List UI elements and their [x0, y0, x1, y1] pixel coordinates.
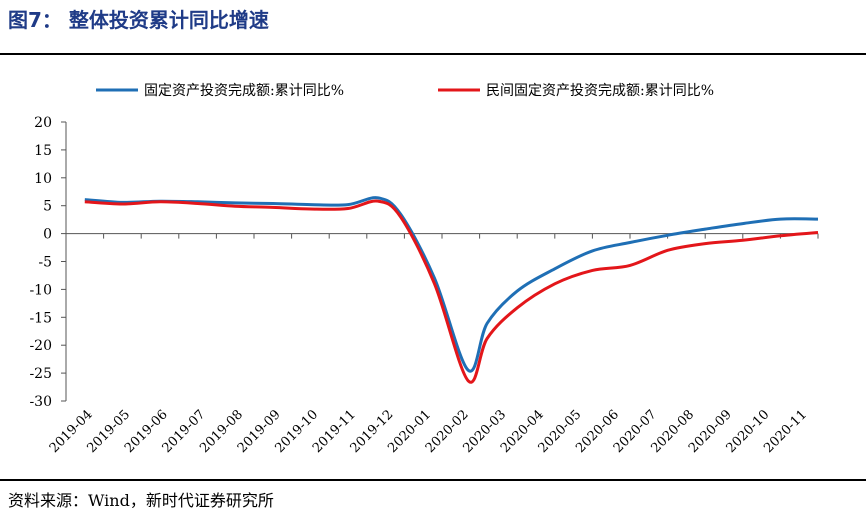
source-note: 资料来源：Wind，新时代证券研究所 — [8, 491, 274, 510]
legend-label-2: 民间固定资产投资完成额:累计同比% — [486, 83, 714, 99]
series-line-2 — [84, 199, 819, 384]
series-lines — [84, 196, 819, 384]
y-tick-label: 20 — [34, 115, 52, 131]
y-tick-label: 5 — [43, 199, 52, 215]
y-tick-label: -30 — [29, 394, 52, 410]
legend: 固定资产投资完成额:累计同比% 民间固定资产投资完成额:累计同比% — [96, 83, 714, 99]
y-tick-label: 10 — [34, 171, 52, 187]
y-tick-label: -10 — [29, 282, 52, 298]
y-tick-label: -25 — [29, 366, 52, 382]
figure-title: 图7： 整体投资累计同比增速 — [8, 8, 269, 32]
legend-label-1: 固定资产投资完成额:累计同比% — [144, 83, 344, 99]
line-chart: 固定资产投资完成额:累计同比% 民间固定资产投资完成额:累计同比% 20 15 10 5… — [29, 83, 819, 456]
axes: 20151050-5-10-15-20-25-302019-042019-052… — [29, 115, 819, 456]
top-rule — [0, 53, 866, 55]
y-tick-label: 0 — [43, 227, 52, 243]
series-line-1 — [84, 196, 819, 373]
y-tick-label: 15 — [34, 143, 52, 159]
y-tick-label: -5 — [38, 255, 52, 271]
bottom-rule — [0, 479, 866, 481]
y-tick-label: -15 — [29, 310, 52, 326]
y-tick-label: -20 — [29, 338, 52, 354]
